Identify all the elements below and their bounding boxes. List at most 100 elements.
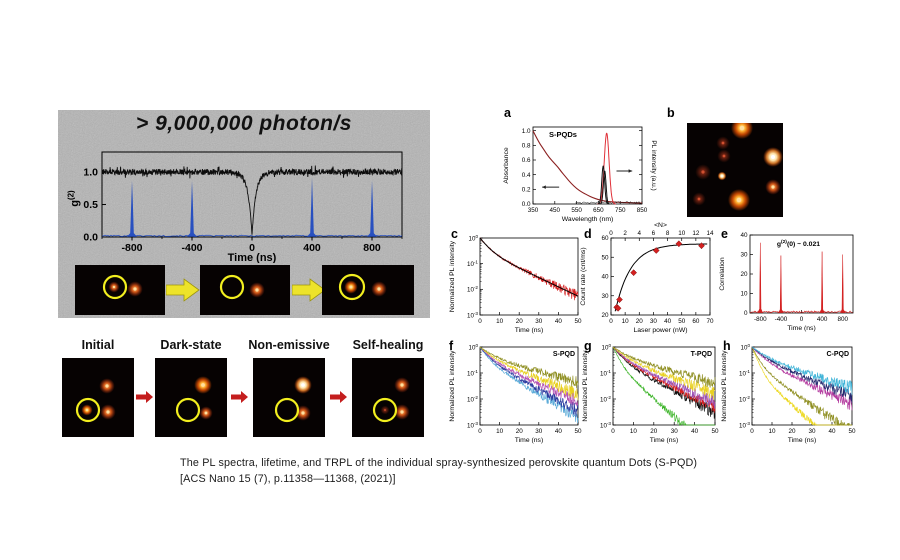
svg-text:30: 30 <box>535 428 543 435</box>
microscopy-image <box>62 358 134 437</box>
svg-text:0: 0 <box>478 318 482 325</box>
svg-text:10: 10 <box>630 428 638 435</box>
svg-text:20: 20 <box>740 271 748 278</box>
svg-text:800: 800 <box>363 242 381 254</box>
microscopy-image <box>322 265 414 315</box>
svg-text:20: 20 <box>650 428 658 435</box>
svg-text:Normalized PL intensity: Normalized PL intensity <box>721 350 728 422</box>
red-arrow-icon <box>330 391 347 403</box>
svg-text:S-PQD: S-PQD <box>553 351 575 358</box>
svg-text:10-1: 10-1 <box>467 369 478 378</box>
svg-text:0: 0 <box>611 428 615 435</box>
svg-text:0.0: 0.0 <box>522 201 531 208</box>
svg-text:Time (ns): Time (ns) <box>650 437 678 444</box>
sequence-label-initial: Initial <box>81 338 115 352</box>
svg-text:0.6: 0.6 <box>522 157 531 164</box>
svg-text:Time (ns): Time (ns) <box>515 327 543 334</box>
hero-panel: > 9,000,000 photon/s 0.0 0.5 1.0 -800 -400 0 4… <box>58 110 430 318</box>
svg-text:40: 40 <box>555 428 563 435</box>
svg-text:Time (ns): Time (ns) <box>787 325 815 332</box>
svg-text:10: 10 <box>496 318 504 325</box>
svg-text:0.8: 0.8 <box>522 143 531 150</box>
panel-letter-h: h <box>723 339 731 353</box>
svg-text:0: 0 <box>609 230 613 237</box>
svg-text:10: 10 <box>768 428 776 435</box>
svg-text:20: 20 <box>788 428 796 435</box>
svg-text:g(2): g(2) <box>66 190 81 207</box>
svg-text:10-3: 10-3 <box>739 421 750 430</box>
svg-text:0.2: 0.2 <box>522 187 531 194</box>
svg-text:Correlation: Correlation <box>719 257 726 290</box>
panel-letter-a: a <box>504 106 511 120</box>
svg-text:1.0: 1.0 <box>83 167 98 179</box>
svg-text:6: 6 <box>652 230 656 237</box>
svg-text:20: 20 <box>636 318 644 325</box>
svg-text:70: 70 <box>706 318 714 325</box>
svg-text:-800: -800 <box>754 316 767 323</box>
svg-text:0: 0 <box>750 428 754 435</box>
svg-text:Wavelength (nm): Wavelength (nm) <box>562 216 614 223</box>
svg-text:0: 0 <box>249 242 255 254</box>
svg-text:10: 10 <box>496 428 504 435</box>
sequence-label-self-healing: Self-healing <box>352 338 424 352</box>
svg-text:60: 60 <box>601 235 609 242</box>
svg-text:50: 50 <box>678 318 686 325</box>
svg-text:100: 100 <box>469 343 479 352</box>
svg-text:800: 800 <box>837 316 848 323</box>
svg-text:50: 50 <box>574 428 582 435</box>
svg-text:10: 10 <box>622 318 630 325</box>
microscopy-image <box>155 358 227 437</box>
svg-text:10-2: 10-2 <box>467 395 478 404</box>
svg-text:Normalized PL intensity: Normalized PL intensity <box>449 240 456 312</box>
panel-letter-d: d <box>584 227 592 241</box>
absorbance-pl-spectra-plot: 350 450 550 650 750 850 0.0 0.2 0.4 0.6 0.8 1.0 Wave… <box>503 126 657 223</box>
svg-text:50: 50 <box>574 318 582 325</box>
panel-letter-b: b <box>667 106 675 120</box>
g2-correlation-plot: 0.0 0.5 1.0 -800 -400 0 400 800 Time (ns) g(2) <box>66 151 403 263</box>
svg-text:Time (ns): Time (ns) <box>515 437 543 444</box>
svg-text:Time (ns): Time (ns) <box>788 437 816 444</box>
svg-text:10-3: 10-3 <box>600 421 611 430</box>
svg-text:Count rate (cnt/ms): Count rate (cnt/ms) <box>580 247 587 305</box>
red-arrow-icon <box>136 391 153 403</box>
svg-text:60: 60 <box>692 318 700 325</box>
svg-text:10-1: 10-1 <box>739 369 750 378</box>
svg-text:0: 0 <box>800 316 804 323</box>
trpl-s-pqd-plot: 100 10-1 10-2 10-30 10 20 30 40 50 Time (ns) Norma… <box>449 343 582 444</box>
svg-text:850: 850 <box>637 207 648 214</box>
svg-text:0: 0 <box>478 428 482 435</box>
svg-text:0.4: 0.4 <box>522 172 531 179</box>
svg-text:40: 40 <box>828 428 836 435</box>
svg-text:350: 350 <box>528 207 539 214</box>
svg-text:750: 750 <box>615 207 626 214</box>
microscopy-image <box>75 265 165 315</box>
panel-letter-f: f <box>449 339 454 353</box>
svg-text:10-1: 10-1 <box>600 369 611 378</box>
trpl-c-pqd-plot: 100 10-1 10-2 10-30 10 20 30 40 50 Time (ns) Norma… <box>721 343 856 444</box>
microscopy-image <box>200 265 290 315</box>
svg-text:20: 20 <box>516 428 524 435</box>
svg-text:450: 450 <box>550 207 561 214</box>
svg-text:400: 400 <box>817 316 828 323</box>
svg-text:<N>: <N> <box>654 222 667 229</box>
panel-letter-g: g <box>584 339 592 353</box>
svg-text:10-2: 10-2 <box>739 395 750 404</box>
svg-text:40: 40 <box>740 232 748 239</box>
microscopy-image <box>253 358 325 437</box>
svg-text:T-PQD: T-PQD <box>691 351 712 358</box>
svg-text:30: 30 <box>601 293 609 300</box>
svg-text:100: 100 <box>741 343 751 352</box>
svg-text:40: 40 <box>691 428 699 435</box>
caption-line-1: The PL spectra, lifetime, and TRPL of th… <box>180 457 698 469</box>
svg-text:100: 100 <box>469 234 479 243</box>
svg-text:0: 0 <box>744 310 748 317</box>
svg-text:20: 20 <box>601 312 609 319</box>
hero-title: > 9,000,000 photon/s <box>135 112 352 135</box>
svg-text:4: 4 <box>638 230 642 237</box>
svg-text:30: 30 <box>650 318 658 325</box>
svg-text:20: 20 <box>516 318 524 325</box>
red-arrow-icon <box>231 391 248 403</box>
single-dot-microscopy-image <box>687 123 783 217</box>
svg-text:10-1: 10-1 <box>467 259 478 268</box>
svg-text:10-2: 10-2 <box>467 285 478 294</box>
